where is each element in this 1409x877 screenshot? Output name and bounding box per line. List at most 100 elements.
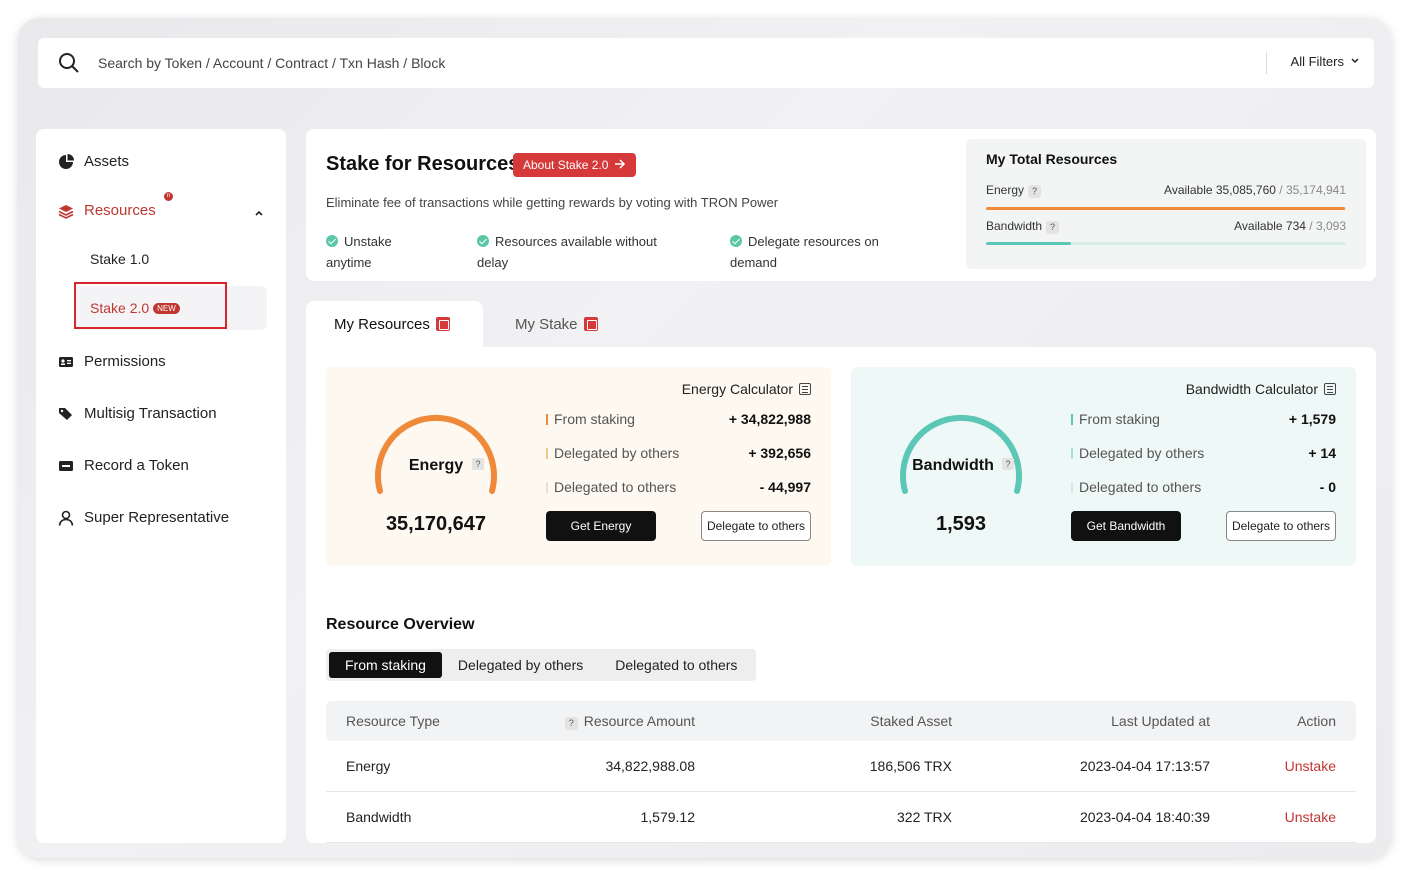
- energy-label: Energy: [986, 183, 1025, 197]
- sidebar-item-label: Record a Token: [84, 457, 189, 474]
- sidebar-item-record-token[interactable]: Record a Token: [58, 457, 189, 474]
- bandwidth-from-staking: From staking + 1,579: [1071, 411, 1336, 427]
- feature-unstake: Unstake anytime: [326, 231, 392, 273]
- search-icon[interactable]: [58, 52, 80, 74]
- cell-resource-type: Energy: [346, 758, 391, 774]
- energy-total: 35,174,941: [1285, 183, 1346, 197]
- sidebar-item-assets[interactable]: Assets: [58, 153, 129, 170]
- sidebar-subitem-stake-2[interactable]: Stake 2.0 NEW: [90, 300, 180, 316]
- calculator-label: Bandwidth Calculator: [1185, 381, 1318, 397]
- sidebar-item-resources[interactable]: Resources n: [58, 192, 263, 219]
- stat-value: + 14: [1308, 445, 1336, 461]
- bandwidth-availability: Available 734 / 3,093: [1234, 219, 1346, 233]
- new-badge: NEW: [153, 303, 180, 314]
- all-filters-dropdown[interactable]: All Filters: [1291, 54, 1360, 69]
- sidebar-subitem-label: Stake 2.0: [90, 300, 150, 316]
- column-header: Resource Type: [346, 713, 440, 729]
- energy-available: Available 35,085,760: [1164, 183, 1276, 197]
- energy-calculator-link[interactable]: Energy Calculator: [682, 381, 811, 397]
- layers-icon: [58, 203, 74, 219]
- feature-line: Unstake: [344, 234, 392, 249]
- bandwidth-progress-fill: [986, 242, 1072, 245]
- arrow-right-icon: [614, 158, 626, 172]
- feature-delegate: Delegate resources on demand: [730, 231, 879, 273]
- all-filters-label: All Filters: [1290, 54, 1344, 69]
- calculator-icon: [799, 383, 811, 395]
- overview-segmented-control: From staking Delegated by others Delegat…: [326, 649, 757, 681]
- get-energy-button[interactable]: Get Energy: [546, 511, 656, 541]
- bandwidth-total: 3,093: [1315, 219, 1346, 233]
- energy-delegated-to-others: Delegated to others - 44,997: [546, 479, 811, 495]
- about-stake-button[interactable]: About Stake 2.0: [513, 153, 637, 177]
- segment-from-staking[interactable]: From staking: [329, 652, 442, 678]
- cell-last-updated: 2023-04-04 18:40:39: [1080, 809, 1210, 825]
- my-total-resources: My Total Resources Energy? Available 35,…: [966, 139, 1366, 269]
- column-header: Last Updated at: [1111, 713, 1210, 729]
- bandwidth-calculator-link[interactable]: Bandwidth Calculator: [1186, 381, 1336, 397]
- search-input[interactable]: [98, 55, 998, 71]
- stat-value: + 1,579: [1288, 411, 1336, 427]
- stat-value: - 44,997: [759, 479, 811, 495]
- energy-progress-fill: [986, 207, 1346, 210]
- unstake-link[interactable]: Unstake: [1284, 809, 1336, 825]
- sidebar-item-label: Assets: [84, 153, 130, 170]
- help-icon: [1002, 458, 1014, 470]
- sidebar-item-super-representative[interactable]: Super Representative: [58, 509, 229, 526]
- column-header: Resource Amount: [583, 713, 695, 729]
- delegate-energy-button[interactable]: Delegate to others: [701, 511, 811, 541]
- sidebar-item-multisig[interactable]: Multisig Transaction: [58, 405, 217, 422]
- energy-progress-bar: [986, 207, 1346, 210]
- pie-chart-icon: [58, 153, 74, 170]
- delegate-bandwidth-button[interactable]: Delegate to others: [1226, 511, 1336, 541]
- app-window: All Filters Assets Resources n Stake 1.0: [18, 18, 1391, 858]
- get-bandwidth-button[interactable]: Get Bandwidth: [1071, 511, 1181, 541]
- stat-marker: [1071, 448, 1073, 459]
- stat-marker: [546, 482, 548, 493]
- table-header: Resource Type ? Resource Amount Staked As…: [326, 701, 1356, 741]
- stake-header-card: Stake for Resources About Stake 2.0 Elim…: [306, 129, 1376, 281]
- resource-overview-title: Resource Overview: [326, 616, 475, 633]
- tab-my-stake[interactable]: My Stake: [515, 301, 598, 347]
- sidebar: Assets Resources n Stake 1.0 Stake 2.0 NE…: [36, 129, 286, 843]
- feature-line: Resources available without: [495, 234, 657, 249]
- tab-label: My Resources: [334, 315, 430, 333]
- tab-label: My Stake: [515, 315, 578, 333]
- cell-last-updated: 2023-04-04 17:13:57: [1080, 758, 1210, 774]
- unstake-link[interactable]: Unstake: [1284, 758, 1336, 774]
- bandwidth-value: 1,593: [935, 513, 987, 535]
- segment-delegated-to-others[interactable]: Delegated to others: [615, 657, 738, 673]
- bandwidth-delegated-to-others: Delegated to others - 0: [1071, 479, 1336, 495]
- total-energy-row: Energy? Available 35,085,760 / 35,174,94…: [986, 183, 1346, 198]
- total-resources-title: My Total Resources: [986, 151, 1118, 167]
- filter-divider: [1266, 52, 1267, 74]
- help-icon[interactable]: ?: [1028, 185, 1042, 198]
- segment-delegated-by-others[interactable]: Delegated by others: [457, 657, 584, 673]
- id-card-icon: [58, 354, 74, 370]
- feature-line: demand: [730, 255, 777, 270]
- tags-icon: [58, 406, 74, 422]
- svg-text:?: ?: [1005, 459, 1010, 469]
- sidebar-item-label: Multisig Transaction: [84, 405, 217, 422]
- feature-no-delay: Resources available without delay: [477, 231, 657, 273]
- stat-marker: [1071, 414, 1073, 425]
- energy-availability: Available 35,085,760 / 35,174,941: [1164, 183, 1346, 197]
- stat-label: Delegated to others: [554, 479, 677, 495]
- tab-my-resources[interactable]: My Resources: [306, 301, 483, 347]
- notification-badge: n: [164, 192, 173, 201]
- stat-marker: [546, 414, 548, 425]
- bandwidth-available: Available 734: [1234, 219, 1306, 233]
- sidebar-item-label: Resources: [84, 202, 156, 219]
- help-icon[interactable]: ?: [1046, 221, 1060, 234]
- sidebar-item-label: Super Representative: [84, 509, 230, 526]
- chevron-up-icon[interactable]: [254, 205, 264, 222]
- chevron-down-icon: [1350, 54, 1360, 69]
- about-stake-label: About Stake 2.0: [523, 158, 609, 172]
- sidebar-subitem-stake-1[interactable]: Stake 1.0: [90, 251, 150, 267]
- energy-card: Energy ? 35,170,647 Energy Calculator Fr…: [326, 367, 831, 566]
- gauge-label: Energy: [409, 457, 463, 474]
- help-icon[interactable]: ?: [564, 717, 578, 730]
- sidebar-item-permissions[interactable]: Permissions: [58, 353, 166, 370]
- check-circle-icon: [326, 235, 338, 247]
- stat-marker: [1071, 482, 1073, 493]
- energy-gauge: Energy ?: [375, 414, 497, 494]
